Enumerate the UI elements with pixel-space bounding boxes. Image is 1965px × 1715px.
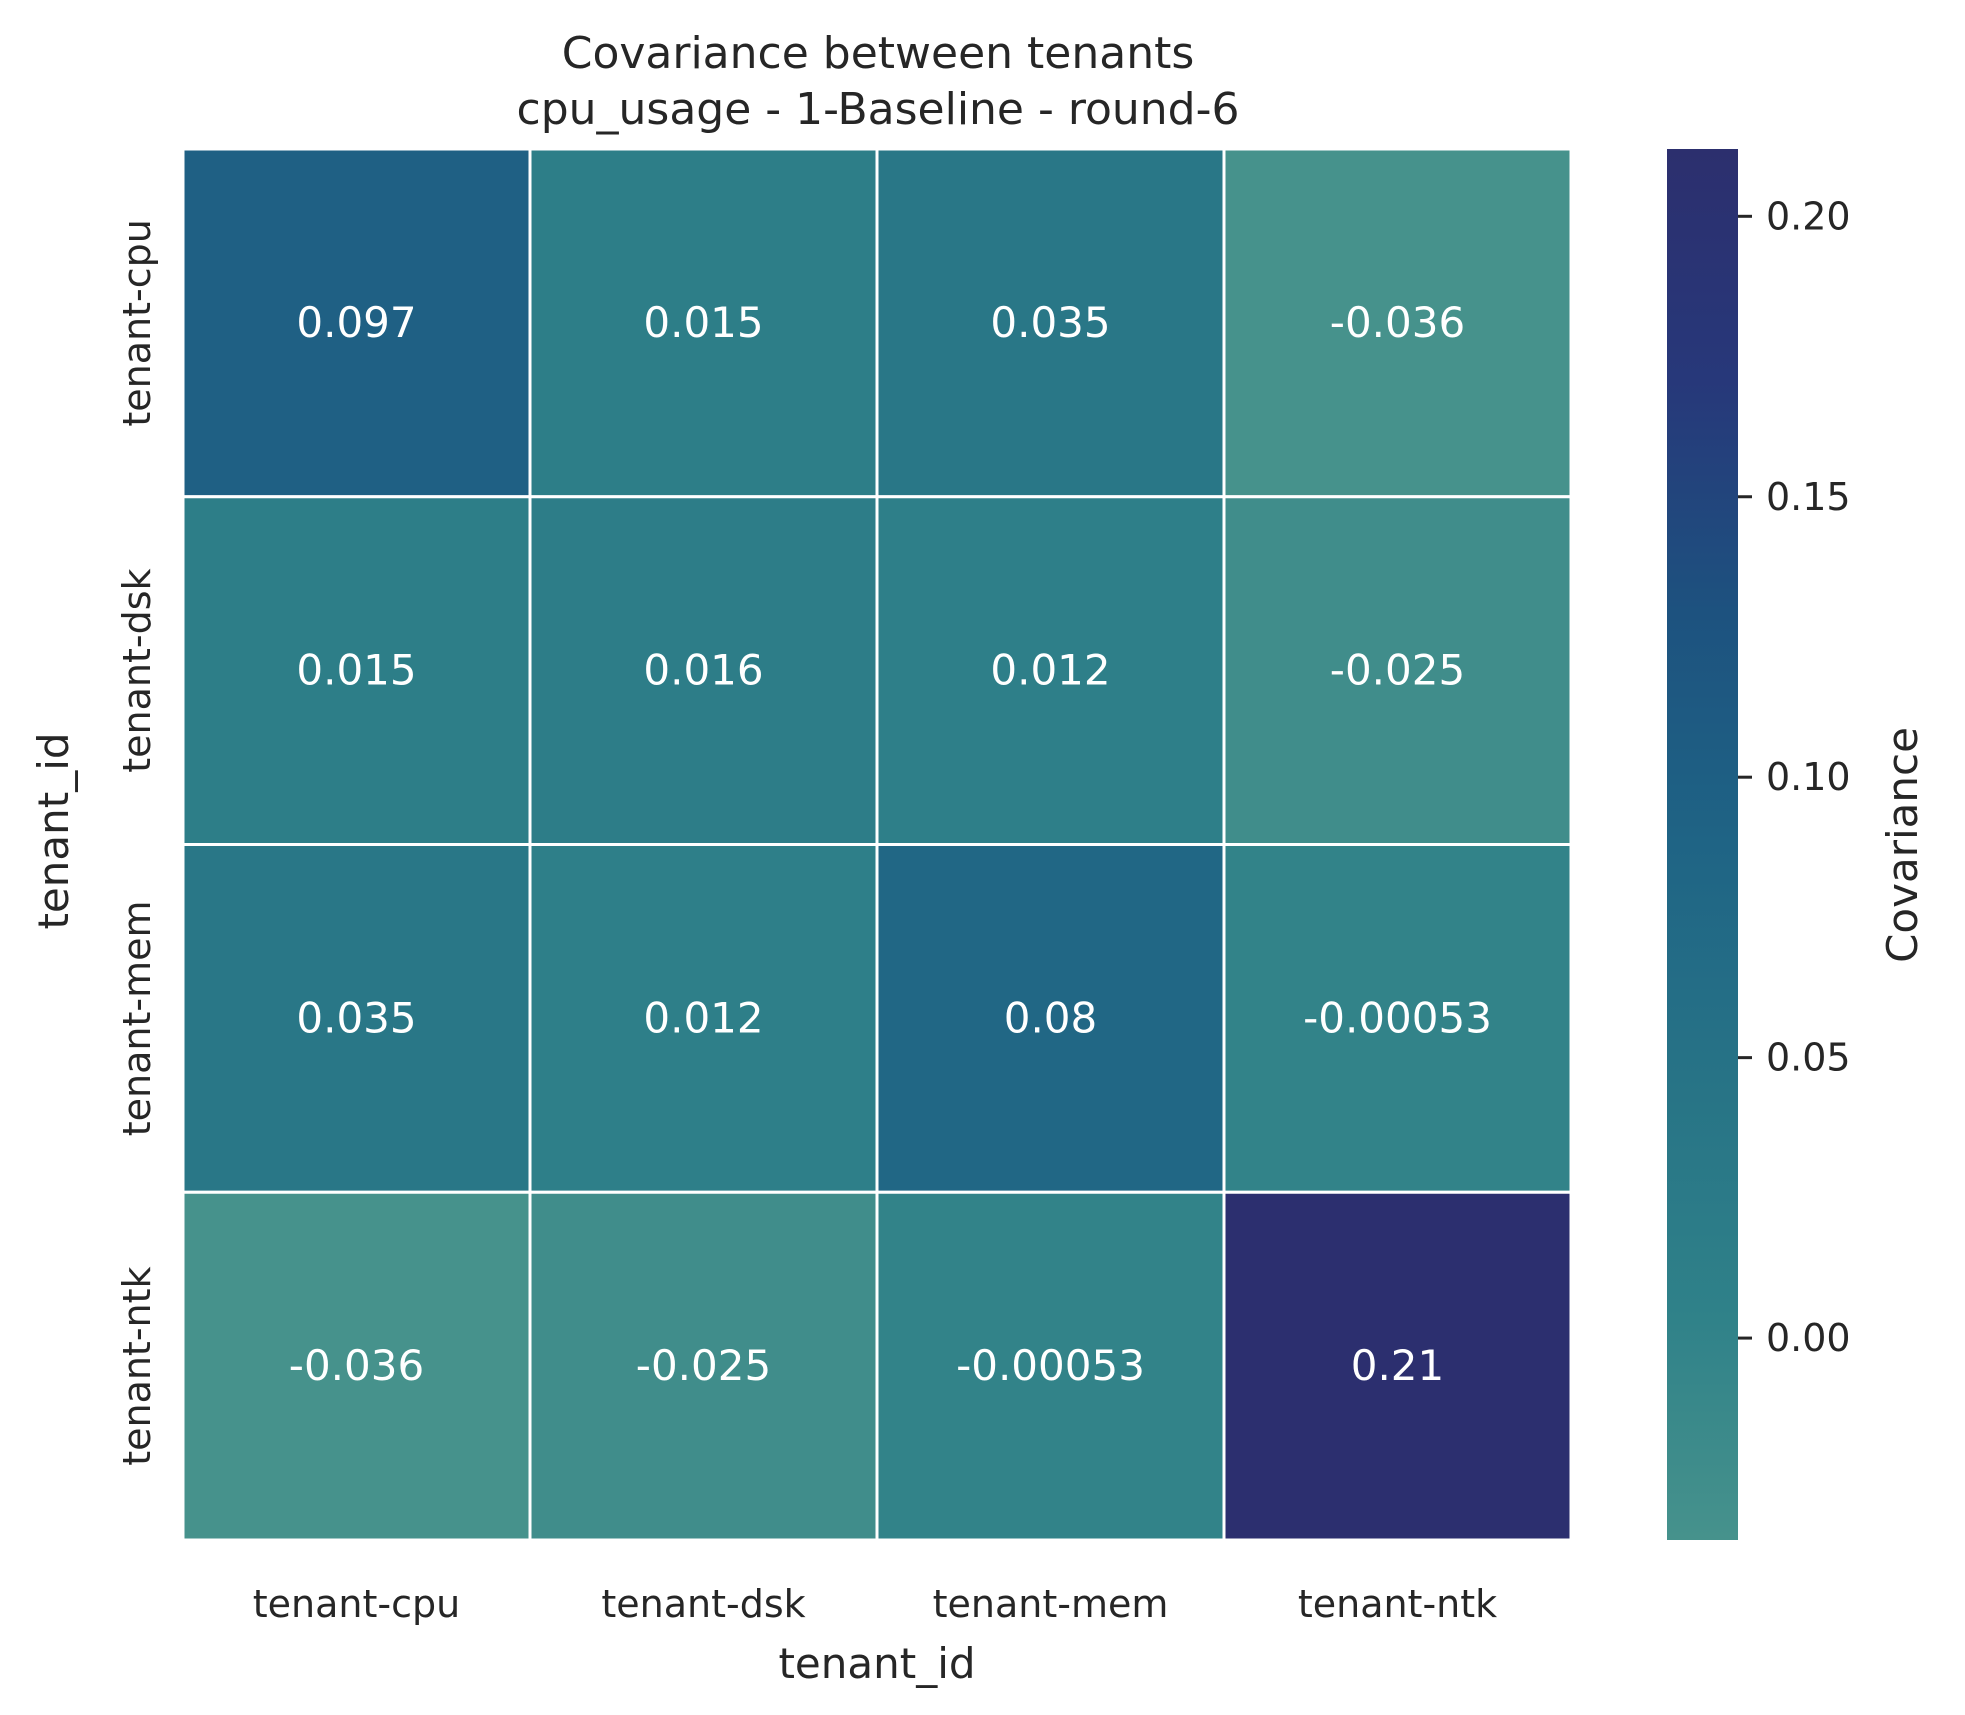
heatmap-cell <box>1222 1190 1573 1542</box>
chart-title: Covariance between tenants <box>562 28 1195 79</box>
y-tick-label: tenant-mem <box>115 900 159 1136</box>
heatmap-cell <box>181 1190 532 1542</box>
chart-subtitle: cpu_usage - 1-Baseline - round-6 <box>517 84 1240 135</box>
cell-value-label: 0.012 <box>990 646 1110 695</box>
cell-value-label: 0.035 <box>990 298 1110 347</box>
cell-value-label: 0.012 <box>643 993 763 1042</box>
x-tick-label: tenant-mem <box>933 1582 1169 1626</box>
cell-value-label: 0.035 <box>296 993 416 1042</box>
colorbar-tick-label: 0.00 <box>1766 1316 1851 1360</box>
y-tick-label: tenant-dsk <box>115 568 159 772</box>
x-tick-labels: tenant-cpu tenant-dsk tenant-mem tenant-ntk <box>253 1582 1497 1626</box>
colorbar-ticks: 0.00 0.05 0.10 0.15 0.20 <box>1738 194 1851 1360</box>
x-tick-label: tenant-dsk <box>601 1582 805 1626</box>
cell-value-label: 0.08 <box>1004 993 1098 1042</box>
y-tick-label: tenant-cpu <box>115 219 159 426</box>
heatmap-cell <box>1222 495 1573 846</box>
cell-value-label: 0.015 <box>643 298 763 347</box>
cell-value-label: -0.036 <box>289 1341 424 1390</box>
x-axis-label: tenant_id <box>778 1639 975 1688</box>
heatmap-cell <box>1222 843 1573 1194</box>
heatmap-cells <box>181 147 1573 1542</box>
x-tick-label: tenant-cpu <box>253 1582 460 1626</box>
y-tick-label: tenant-ntk <box>115 1266 159 1465</box>
y-axis-label: tenant_id <box>29 732 78 929</box>
colorbar-tick-label: 0.15 <box>1766 475 1851 519</box>
cell-value-label: 0.016 <box>643 646 763 695</box>
cell-value-label: 0.21 <box>1351 1341 1445 1390</box>
heatmap-cell <box>1222 147 1573 499</box>
cell-value-label: -0.025 <box>636 1341 771 1390</box>
y-tick-labels: tenant-cpu tenant-dsk tenant-mem tenant-ntk <box>115 219 159 1466</box>
heatmap-cell <box>181 495 532 846</box>
colorbar <box>1667 149 1738 1540</box>
cell-value-label: 0.015 <box>296 646 416 695</box>
cell-value-label: -0.036 <box>1330 298 1465 347</box>
colorbar-label: Covariance <box>1878 727 1927 963</box>
colorbar-tick-label: 0.10 <box>1766 755 1851 799</box>
heatmap-cell <box>528 147 879 499</box>
heatmap-cell <box>528 1190 879 1542</box>
heatmap-cell <box>181 147 532 499</box>
cell-value-label: -0.025 <box>1330 646 1465 695</box>
heatmap-cell-labels: 0.097 0.015 0.035 -0.036 0.015 0.016 0.012 -0.0… <box>289 298 1492 1390</box>
colorbar-tick-label: 0.20 <box>1766 194 1851 238</box>
heatmap-cell <box>875 1190 1226 1542</box>
x-tick-label: tenant-ntk <box>1298 1582 1497 1626</box>
heatmap-cell <box>875 147 1226 499</box>
cell-value-label: -0.00053 <box>956 1341 1145 1390</box>
cell-value-label: 0.097 <box>296 298 416 347</box>
cell-value-label: -0.00053 <box>1303 993 1492 1042</box>
colorbar-tick-label: 0.05 <box>1766 1036 1851 1080</box>
heatmap-cell <box>528 843 879 1194</box>
heatmap-cell <box>528 495 879 846</box>
